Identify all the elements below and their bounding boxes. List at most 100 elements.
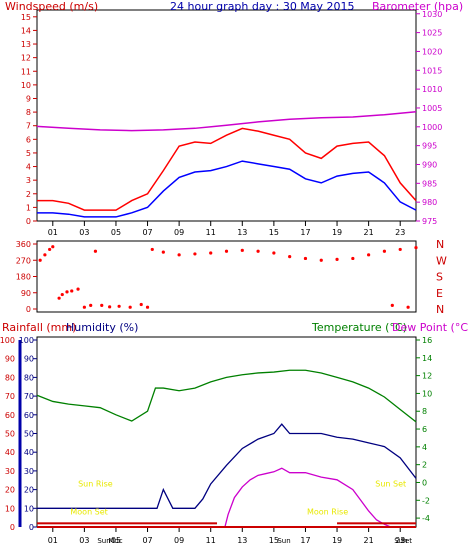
x-tick-label: 03 xyxy=(79,228,89,237)
temp-panel-ticks: 0102030405060708090100010203040506070809… xyxy=(0,336,432,545)
wind-axis-title: Windspeed (m/s) xyxy=(5,0,98,13)
barometer-tick-label: 1030 xyxy=(422,10,442,19)
direction-point xyxy=(117,304,121,308)
rain-tick-label: 50 xyxy=(5,430,15,439)
rain-tick-label: 80 xyxy=(5,373,15,382)
direction-point xyxy=(288,255,292,259)
x-tick-label: 17 xyxy=(300,228,310,237)
humidity-tick-label: 100 xyxy=(19,336,34,345)
compass-label: N xyxy=(436,238,444,251)
direction-point xyxy=(319,258,323,262)
humidity-line xyxy=(37,423,417,509)
direction-point xyxy=(128,305,132,309)
rain-tick-label: 20 xyxy=(5,486,15,495)
direction-point xyxy=(93,249,98,253)
direction-series-group xyxy=(38,245,418,309)
temp-tick-label: 6 xyxy=(422,425,427,434)
wind-tick-label: 13 xyxy=(21,40,31,49)
wind-tick-label: 7 xyxy=(26,122,31,131)
direction-point xyxy=(256,249,260,253)
bottom-x-tick-label: 23 xyxy=(395,536,405,545)
bottom-x-tick-label: 09 xyxy=(174,536,184,545)
barometer-tick-label: 1025 xyxy=(422,29,442,38)
direction-point xyxy=(70,289,74,293)
wind-tick-label: 8 xyxy=(26,108,31,117)
wind-tick-label: 0 xyxy=(26,217,31,226)
rain-tick-label: 30 xyxy=(5,467,15,476)
sun-moon-x-label: Sun xyxy=(277,537,290,545)
wind-series-group xyxy=(36,110,417,218)
barometer-tick-label: 980 xyxy=(422,198,437,207)
bottom-x-tick-label: 15 xyxy=(269,536,279,545)
wind-tick-label: 11 xyxy=(21,67,31,76)
barometer-tick-label: 985 xyxy=(422,179,437,188)
direction-point xyxy=(108,305,112,309)
wind-tick-label: 9 xyxy=(26,94,31,103)
barometer-tick-label: 1000 xyxy=(422,123,442,132)
sun-moon-annotations: Sun Rise Moon Set Sun Set Moon Rise xyxy=(37,480,416,525)
temp-series-group xyxy=(36,369,417,528)
wind-tick-label: 1 xyxy=(26,203,31,212)
rainfall-axis-title: Rainfall (mm) xyxy=(2,321,76,334)
humidity-axis-title: Humidity (%) xyxy=(66,321,138,334)
x-tick-label: 13 xyxy=(237,228,247,237)
direction-point xyxy=(193,252,197,256)
wind-tick-label: 14 xyxy=(21,26,31,35)
x-tick-label: 09 xyxy=(174,228,184,237)
temp-tick-label: 0 xyxy=(422,478,427,487)
bottom-x-tick-label: 03 xyxy=(79,536,89,545)
direction-point xyxy=(272,251,276,255)
bottom-x-tick-label: 01 xyxy=(48,536,58,545)
x-tick-label: 15 xyxy=(269,228,279,237)
x-tick-label: 05 xyxy=(111,228,121,237)
direction-point xyxy=(100,303,104,307)
direction-point xyxy=(38,258,42,262)
wind-tick-label: 2 xyxy=(26,190,31,199)
wind-tick-label: 15 xyxy=(21,13,31,22)
humidity-tick-label: 60 xyxy=(24,411,34,420)
direction-point xyxy=(367,253,371,257)
rain-tick-label: 70 xyxy=(5,392,15,401)
direction-point xyxy=(76,287,80,291)
direction-point xyxy=(89,303,93,307)
compass-label: S xyxy=(436,271,443,284)
direction-point xyxy=(150,247,154,252)
humidity-tick-label: 30 xyxy=(24,467,34,476)
wind-tick-label: 4 xyxy=(26,163,31,172)
direction-point xyxy=(65,290,69,294)
temperature-axis-title: Temperature (°C) xyxy=(311,321,407,334)
direction-point xyxy=(60,292,64,297)
direction-y-ticks: 0 90 180 270 360 xyxy=(16,240,37,314)
temp-tick-label: 8 xyxy=(422,407,427,416)
wind-tick-label: 10 xyxy=(21,81,31,90)
humidity-tick-label: 10 xyxy=(24,504,34,513)
barometer-tick-label: 1020 xyxy=(422,47,442,56)
direction-point xyxy=(351,256,355,261)
sun-moon-x-label: Set xyxy=(401,537,413,545)
direction-tick-label: 180 xyxy=(16,273,31,282)
direction-point xyxy=(240,248,244,252)
direction-point xyxy=(335,257,339,261)
direction-point xyxy=(51,245,55,249)
wind-tick-label: 6 xyxy=(26,135,31,144)
humidity-tick-label: 20 xyxy=(24,486,34,495)
rain-tick-label: 100 xyxy=(0,336,15,345)
sun-moon-annotation: Sun Set xyxy=(375,480,406,489)
humidity-tick-label: 90 xyxy=(24,355,34,364)
direction-point xyxy=(48,247,52,252)
rain-tick-label: 90 xyxy=(5,355,15,364)
direction-point xyxy=(145,305,150,309)
bottom-x-tick-label: 17 xyxy=(300,536,310,545)
rain-tick-label: 0 xyxy=(10,523,15,532)
temp-tick-label: -4 xyxy=(422,514,430,523)
barometer-tick-label: 995 xyxy=(422,142,437,151)
rain-tick-label: 40 xyxy=(5,448,15,457)
wind-panel-frame xyxy=(36,9,417,222)
humidity-tick-label: 80 xyxy=(24,373,34,382)
bottom-x-tick-label: 13 xyxy=(237,536,247,545)
barometer-y-ticks: 975 980 985 990 995 1000 1005 1010 1015 1020 1025 1… xyxy=(416,10,442,226)
average-line xyxy=(37,160,417,218)
barometer-line xyxy=(36,110,417,132)
